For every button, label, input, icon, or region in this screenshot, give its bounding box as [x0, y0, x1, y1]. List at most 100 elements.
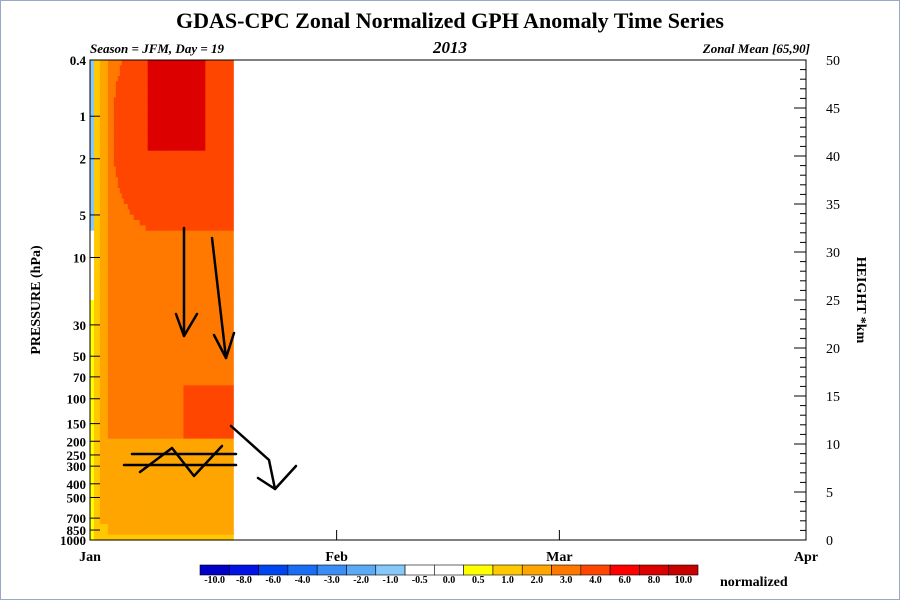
field-cell	[105, 166, 109, 173]
field-cell	[119, 273, 123, 280]
field-cell	[169, 390, 173, 397]
field-cell	[113, 401, 117, 408]
field-cell	[195, 529, 198, 536]
field-cell	[117, 268, 121, 274]
field-cell	[127, 161, 131, 168]
field-cell	[99, 209, 103, 216]
field-cell	[169, 246, 173, 253]
field-cell	[93, 476, 97, 482]
field-cell	[90, 214, 93, 221]
field-cell	[181, 177, 185, 184]
field-cell	[169, 177, 173, 184]
field-cell	[99, 524, 103, 530]
field-cell	[181, 406, 185, 413]
field-cell	[175, 273, 179, 280]
field-cell	[179, 476, 183, 482]
field-cell	[197, 76, 200, 82]
field-cell	[115, 524, 119, 530]
field-cell	[145, 337, 149, 344]
field-cell	[145, 262, 149, 269]
field-cell	[105, 140, 109, 146]
field-cell	[105, 214, 109, 221]
field-cell	[121, 236, 125, 242]
field-cell	[99, 129, 103, 136]
field-cell	[185, 433, 189, 440]
field-cell	[151, 124, 155, 130]
field-cell	[183, 380, 187, 386]
field-cell	[99, 289, 103, 296]
field-cell	[123, 529, 127, 536]
field-cell	[151, 374, 155, 381]
field-cell	[90, 529, 93, 536]
field-cell	[173, 118, 177, 125]
field-cell	[127, 182, 131, 189]
field-cell	[173, 166, 177, 173]
field-cell	[193, 108, 197, 114]
field-cell	[111, 257, 115, 264]
field-cell	[127, 348, 131, 354]
field-cell	[93, 524, 97, 530]
field-cell	[111, 513, 115, 520]
field-cell	[195, 177, 198, 184]
field-cell	[169, 353, 173, 360]
field-cell	[149, 321, 153, 328]
field-cell	[99, 156, 103, 162]
field-cell	[177, 209, 181, 216]
field-cell	[121, 60, 125, 66]
field-cell	[155, 230, 159, 237]
field-cell	[169, 380, 173, 386]
field-cell	[129, 321, 133, 328]
field-cell	[187, 198, 191, 205]
field-cell	[171, 449, 175, 456]
field-cell	[127, 502, 131, 509]
field-cell	[135, 134, 139, 141]
field-cell	[167, 76, 171, 82]
field-cell	[177, 134, 181, 141]
field-cell	[137, 316, 141, 322]
field-cell	[147, 161, 151, 168]
field-cell	[105, 433, 109, 440]
field-cell	[187, 284, 191, 290]
field-cell	[90, 76, 93, 82]
field-cell	[185, 310, 189, 317]
field-cell	[163, 108, 167, 114]
field-cell	[111, 108, 115, 114]
field-cell	[159, 305, 163, 312]
field-cell	[129, 310, 133, 317]
field-cell	[133, 102, 137, 109]
field-cell	[183, 422, 187, 429]
field-cell	[93, 102, 97, 109]
field-cell	[187, 428, 191, 434]
field-cell	[181, 433, 185, 440]
field-cell	[175, 193, 179, 200]
field-cell	[175, 508, 179, 514]
field-cell	[135, 326, 139, 333]
field-cell	[119, 529, 123, 536]
field-cell	[127, 97, 131, 104]
field-cell	[175, 300, 179, 306]
field-cell	[105, 497, 109, 504]
field-cell	[95, 70, 99, 77]
field-cell	[117, 428, 121, 434]
field-cell	[105, 198, 109, 205]
field-cell	[181, 428, 185, 434]
field-cell	[131, 513, 135, 520]
field-cell	[179, 188, 183, 194]
field-cell	[131, 278, 135, 285]
field-cell	[163, 113, 167, 120]
field-cell	[163, 476, 167, 482]
field-cell	[191, 252, 195, 258]
field-cell	[141, 508, 145, 514]
field-cell	[113, 476, 117, 482]
field-cell	[131, 465, 135, 472]
field-cell	[121, 369, 125, 376]
field-cell	[173, 209, 177, 216]
field-cell	[117, 502, 121, 509]
field-cell	[133, 321, 137, 328]
field-cell	[90, 508, 93, 514]
field-cell	[141, 438, 145, 445]
field-cell	[191, 220, 195, 226]
field-cell	[119, 236, 123, 242]
field-cell	[175, 172, 179, 178]
field-cell	[103, 140, 107, 146]
